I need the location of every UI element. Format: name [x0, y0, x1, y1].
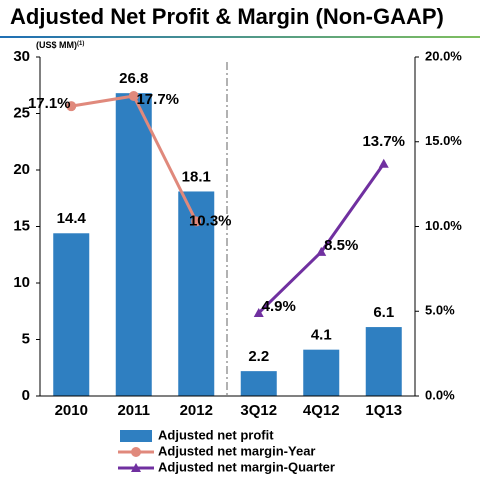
bar-value-label: 4.1	[311, 327, 332, 344]
line-value-label: 10.3%	[189, 212, 232, 229]
bar	[365, 327, 402, 396]
bar-value-label: 6.1	[373, 304, 394, 321]
line-value-label: 17.1%	[28, 95, 71, 112]
x-tick-label: 1Q13	[365, 402, 402, 419]
line-marker	[191, 216, 202, 227]
line-value-label: 4.9%	[262, 298, 296, 315]
title-underline	[0, 36, 480, 38]
y2-tick-label: 15.0%	[425, 133, 462, 148]
x-tick-label: 2011	[117, 402, 150, 419]
legend-swatch	[120, 430, 152, 442]
y-axis-label: (US$ MM)(1)	[36, 40, 84, 50]
x-tick-label: 4Q12	[303, 402, 340, 419]
line-marker	[253, 307, 264, 317]
legend-label: Adjusted net margin-Year	[158, 443, 315, 458]
legend-label: Adjusted net profit	[158, 427, 274, 442]
y2-tick-label: 20.0%	[425, 48, 462, 63]
bar-value-label: 26.8	[119, 70, 148, 87]
line-value-label: 13.7%	[362, 133, 405, 150]
line	[257, 162, 385, 315]
bar	[115, 93, 152, 396]
y2-tick-label: 10.0%	[425, 218, 462, 233]
line-value-label: 17.7%	[136, 91, 179, 108]
chart-title: Adjusted Net Profit & Margin (Non-GAAP)	[10, 4, 444, 29]
legend-label: Adjusted net margin-Quarter	[158, 459, 335, 474]
bar-value-label: 2.2	[248, 348, 269, 365]
y-tick-label: 20	[13, 161, 30, 178]
y-tick-label: 10	[13, 274, 30, 291]
y2-tick-label: 5.0%	[425, 303, 455, 318]
bar-value-label: 14.4	[57, 210, 87, 227]
legend-marker	[131, 447, 141, 457]
line-value-label: 8.5%	[324, 237, 358, 254]
y-tick-label: 0	[22, 387, 30, 404]
y-unit-note: (1)	[77, 41, 84, 47]
line-marker	[128, 90, 139, 101]
bar	[303, 349, 340, 396]
y-tick-label: 5	[22, 330, 30, 347]
x-tick-label: 3Q12	[240, 402, 277, 419]
bar-value-label: 18.1	[182, 168, 211, 185]
y-tick-label: 25	[13, 104, 30, 121]
line-marker	[378, 158, 389, 168]
legend-marker	[131, 463, 141, 472]
y-tick-label: 15	[13, 217, 30, 234]
bar	[240, 371, 277, 396]
line-marker	[316, 246, 327, 256]
line-marker	[66, 101, 77, 112]
x-tick-label: 2010	[55, 402, 88, 419]
x-tick-label: 2012	[180, 402, 213, 419]
y2-tick-label: 0.0%	[425, 387, 455, 402]
bar	[53, 233, 90, 396]
y-tick-label: 30	[13, 48, 30, 65]
y-unit: (US$ MM)	[36, 40, 77, 50]
